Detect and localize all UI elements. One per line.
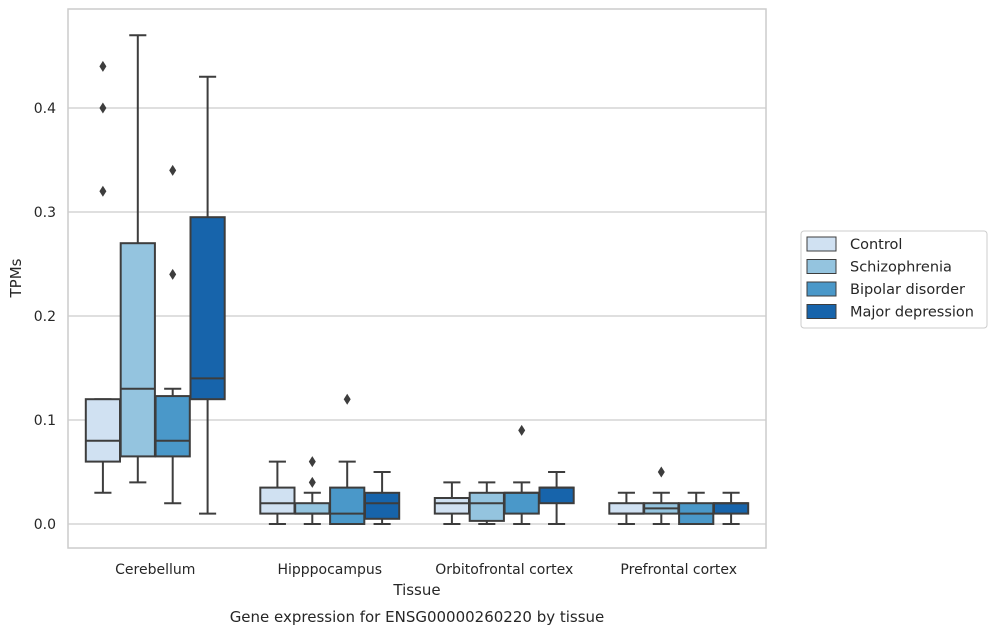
- legend-label: Bipolar disorder: [850, 282, 965, 298]
- box: [329, 393, 366, 526]
- box-iqr: [259, 486, 296, 515]
- x-tick-label: Prefrontal cortex: [620, 562, 737, 578]
- y-tick-label: 0.1: [34, 413, 56, 429]
- box: [433, 481, 471, 525]
- box-iqr: [503, 491, 540, 515]
- series-control: [84, 60, 645, 525]
- y-tick-label: 0.3: [34, 205, 56, 221]
- outlier-point: [308, 456, 316, 468]
- outlier-point: [169, 164, 177, 176]
- legend: Control Schizophrenia Bipolar disorder Majo…: [800, 230, 988, 329]
- series-bipolar-disorder: [154, 164, 715, 526]
- y-axis-label: TPMs: [7, 258, 25, 298]
- box: [503, 424, 540, 525]
- box-iqr: [329, 486, 366, 526]
- box: [712, 491, 750, 525]
- box: [259, 460, 296, 525]
- box-iqr: [84, 398, 122, 463]
- boxplot-series: [84, 34, 750, 526]
- box-iqr: [119, 242, 156, 458]
- legend-frame: [800, 230, 988, 329]
- outlier-point: [308, 476, 316, 488]
- legend-swatch: [806, 304, 837, 319]
- box-iqr: [294, 502, 331, 515]
- box: [363, 471, 401, 525]
- box: [538, 471, 575, 525]
- x-axis-label: Tissue: [392, 581, 440, 599]
- y-tick-label: 0.4: [34, 101, 56, 117]
- box: [678, 491, 715, 526]
- legend-swatch: [806, 259, 837, 274]
- box: [119, 34, 156, 484]
- box-iqr: [468, 491, 505, 522]
- box-iqr: [712, 502, 750, 515]
- box: [294, 456, 331, 525]
- outlier-point: [343, 393, 351, 405]
- box: [84, 60, 122, 494]
- x-tick-label: Hipppocampus: [277, 562, 382, 578]
- x-axis-ticks: Cerebellum Hipppocampus Orbitofrontal cort…: [115, 562, 737, 578]
- y-tick-label: 0.0: [34, 517, 56, 533]
- legend-label: Control: [850, 237, 902, 253]
- box-iqr: [363, 491, 401, 520]
- outlier-point: [99, 185, 107, 197]
- plot-frame: [67, 8, 767, 549]
- box-iqr: [189, 216, 226, 401]
- outlier-point: [657, 466, 665, 478]
- outlier-point: [99, 60, 107, 72]
- y-tick-label: 0.2: [34, 309, 56, 325]
- legend-swatch: [806, 281, 837, 297]
- box-iqr: [154, 395, 191, 458]
- chart-caption: Gene expression for ENSG00000260220 by t…: [230, 608, 605, 626]
- legend-label: Schizophrenia: [850, 260, 952, 276]
- legend-label: Major depression: [850, 305, 974, 321]
- legend-swatch: [806, 236, 837, 252]
- box: [189, 75, 226, 515]
- box-iqr: [608, 502, 645, 515]
- box: [468, 481, 505, 525]
- y-axis-ticks: 0.0 0.1 0.2 0.3 0.4: [34, 101, 56, 533]
- series-schizophrenia: [119, 34, 680, 525]
- x-tick-label: Cerebellum: [115, 562, 195, 578]
- outlier-point: [518, 424, 526, 436]
- box: [154, 164, 191, 505]
- x-tick-label: Orbitofrontal cortex: [435, 562, 573, 578]
- outlier-point: [169, 268, 177, 280]
- outlier-point: [99, 102, 107, 114]
- box-iqr: [538, 486, 575, 505]
- box-iqr: [433, 497, 471, 515]
- series-major-depression: [189, 75, 750, 525]
